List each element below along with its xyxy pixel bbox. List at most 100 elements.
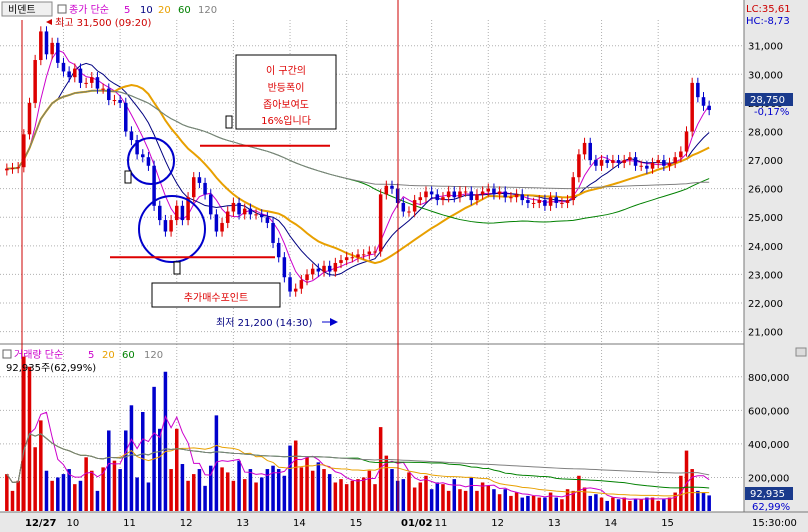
volume-bar xyxy=(435,482,440,511)
legend-box-icon xyxy=(2,349,12,359)
volume-bar xyxy=(27,366,32,511)
candle-body xyxy=(322,265,326,272)
volume-total: 92,935주(62,99%) xyxy=(6,363,96,374)
candle-body xyxy=(163,220,168,232)
volume-scroll-button[interactable] xyxy=(795,347,807,357)
volume-bar xyxy=(656,500,660,511)
volume-bar xyxy=(197,469,202,511)
note-line-2: 반등폭이 xyxy=(268,82,305,94)
volume-bar xyxy=(378,427,383,511)
volume-bar xyxy=(639,499,643,511)
volume-bar xyxy=(33,447,37,511)
volume-bar xyxy=(67,469,71,511)
candle-body xyxy=(594,160,598,166)
volume-bar xyxy=(174,428,179,511)
candle-body xyxy=(90,77,94,83)
volume-bar xyxy=(401,479,406,511)
volume-bar xyxy=(16,480,20,511)
volume-bar xyxy=(441,484,445,511)
volume-bar xyxy=(565,489,570,511)
volume-bar xyxy=(265,469,270,511)
candle-body xyxy=(141,154,145,158)
volume-bar xyxy=(520,497,525,511)
vol-ma-period-60: 60 xyxy=(122,350,135,361)
volume-bar xyxy=(5,474,9,511)
candle-body xyxy=(390,185,394,189)
candle-body xyxy=(605,160,609,163)
time-tick-label: 15 xyxy=(661,518,674,529)
candle-body xyxy=(645,165,649,169)
low-arrow-icon xyxy=(330,318,338,326)
volume-bar xyxy=(90,470,94,511)
volume-bar xyxy=(548,492,553,511)
time-axis-bg xyxy=(0,512,808,532)
candle-body xyxy=(571,177,575,201)
candle-body xyxy=(254,214,258,216)
volume-bar xyxy=(180,464,185,511)
volume-bar xyxy=(208,465,213,511)
current-volume-pct: 62,99% xyxy=(752,502,790,513)
candle-body xyxy=(514,194,519,198)
candle-body xyxy=(203,182,207,195)
volume-bar xyxy=(475,490,479,511)
candle-body xyxy=(633,157,638,166)
candle-body xyxy=(424,191,428,198)
candle-body xyxy=(599,160,604,166)
candle-body xyxy=(310,268,315,275)
candle-body xyxy=(582,142,587,155)
price-tick-label: 27,000 xyxy=(748,156,783,167)
volume-bar xyxy=(141,412,145,511)
candle-body xyxy=(520,194,525,201)
volume-bar xyxy=(463,490,468,511)
volume-bar xyxy=(384,455,389,511)
candle-body xyxy=(259,214,264,218)
volume-bar xyxy=(95,490,100,511)
candle-body xyxy=(543,200,547,206)
volume-legend: 거래량 단순 5 20 60 120 92,935주(62,99%) xyxy=(2,349,163,374)
candle-body xyxy=(191,177,196,198)
price-tick-label: 22,000 xyxy=(748,299,783,310)
candle-body xyxy=(446,191,451,198)
volume-bar xyxy=(582,487,587,511)
volume-bar xyxy=(112,460,117,511)
volume-bar xyxy=(412,487,417,511)
volume-bar xyxy=(310,470,315,511)
volume-bar xyxy=(322,469,326,511)
candle-body xyxy=(701,97,706,106)
candle-body xyxy=(611,160,615,163)
volume-bar xyxy=(146,482,151,511)
candle-body xyxy=(282,257,287,278)
time-tick-label: 11 xyxy=(435,518,448,529)
time-tick-label: 15 xyxy=(350,518,363,529)
volume-bar xyxy=(628,500,632,511)
volume-bar xyxy=(203,485,207,511)
candle-body xyxy=(373,251,377,253)
volume-bar xyxy=(39,420,43,511)
volume-bar xyxy=(622,497,626,511)
candle-body xyxy=(486,188,491,192)
stock-name-box[interactable] xyxy=(1,1,53,17)
candle-body xyxy=(248,208,253,215)
candle-body xyxy=(237,202,241,215)
volume-bar xyxy=(339,479,343,511)
volume-bar xyxy=(327,474,332,511)
candle-body xyxy=(469,191,474,201)
candle-body xyxy=(667,162,672,166)
current-change-label: -0,17% xyxy=(754,107,789,118)
volume-bar xyxy=(254,482,258,511)
candle-body xyxy=(214,214,219,232)
ma-period-20: 20 xyxy=(158,5,171,16)
candle-body xyxy=(33,60,37,103)
candle-body xyxy=(588,142,592,161)
candle-body xyxy=(5,168,9,171)
candle-body xyxy=(180,205,185,221)
volume-bar xyxy=(299,467,304,511)
candle-body xyxy=(146,157,151,166)
candle-body xyxy=(503,191,508,198)
volume-bar xyxy=(361,477,366,511)
volume-bar xyxy=(242,479,247,511)
volume-bar xyxy=(594,494,598,511)
ma-period-10: 10 xyxy=(140,5,153,16)
current-volume-label: 92,935 xyxy=(750,489,785,500)
